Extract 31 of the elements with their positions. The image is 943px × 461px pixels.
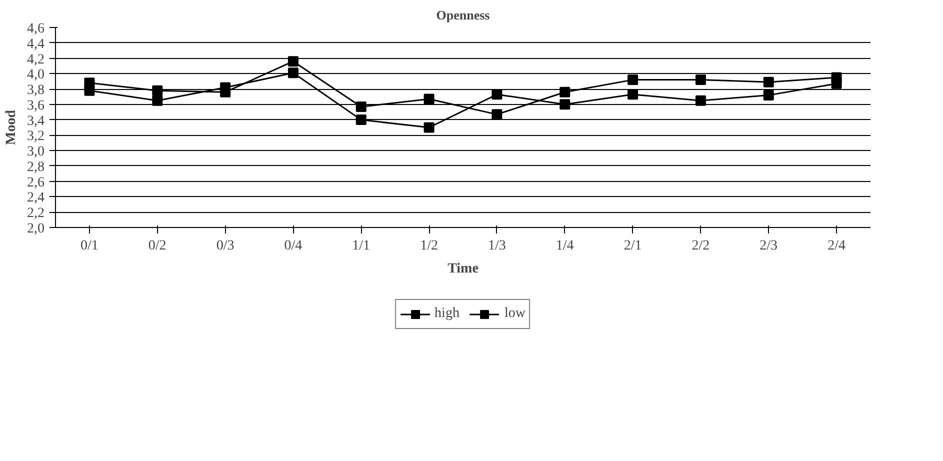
y-tick-label: 2,6 <box>27 175 44 190</box>
y-axis-title: Mood <box>4 110 19 145</box>
y-tick-label: 3,2 <box>27 129 44 144</box>
x-tick-label: 0/4 <box>284 238 302 254</box>
y-tick-label: 3,6 <box>27 98 44 114</box>
x-tick-label: 2/4 <box>828 238 846 254</box>
y-tick-label: 2,2 <box>27 206 44 222</box>
x-tick-label: 1/3 <box>488 238 506 254</box>
x-tick-label: 2/3 <box>760 238 778 254</box>
chart-title: Openness <box>436 8 490 22</box>
y-tick-label: 4,4 <box>27 36 44 52</box>
y-tick-label: 4,2 <box>27 52 44 68</box>
x-tick-label: 1/1 <box>352 238 370 254</box>
legend-label: low <box>504 306 526 322</box>
y-tick-label: 2,0 <box>27 222 44 236</box>
x-tick-label: 2/2 <box>692 238 710 254</box>
x-tick-label: 0/2 <box>148 238 166 254</box>
legend-label: high <box>434 306 460 322</box>
y-tick-label: 4,0 <box>27 68 44 83</box>
x-tick-label: 1/4 <box>556 238 574 254</box>
x-tick-label: 1/2 <box>420 238 438 254</box>
x-tick-label: 0/3 <box>216 238 234 254</box>
x-tick-label: 2/1 <box>624 238 642 254</box>
y-tick-label: 2,8 <box>27 160 44 175</box>
y-tick-label: 4,6 <box>27 22 44 36</box>
y-tick-label: 3,0 <box>27 144 44 160</box>
x-tick-label: 0/1 <box>80 238 98 254</box>
y-tick-label: 3,8 <box>27 83 44 98</box>
y-tick-label: 2,4 <box>27 190 44 206</box>
y-tick-label: 3,4 <box>27 114 44 129</box>
x-axis-title: Time <box>448 262 478 276</box>
